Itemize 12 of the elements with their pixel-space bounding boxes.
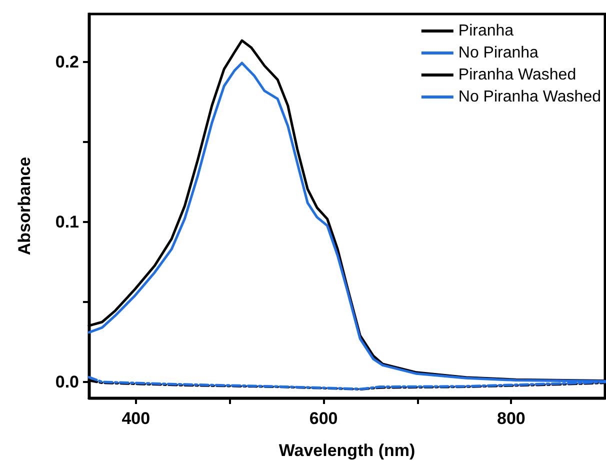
y-tick-label: 0.0	[55, 372, 79, 392]
legend-label: No Piranha	[458, 44, 539, 62]
x-tick-label: 800	[496, 409, 526, 428]
x-tick-label: 600	[309, 409, 338, 428]
x-tick-label: 400	[122, 409, 150, 428]
legend-label: No Piranha Washed	[458, 88, 601, 106]
x-axis-title: Wavelength (nm)	[278, 441, 416, 460]
legend-label: Piranha	[458, 22, 514, 40]
y-tick-label: 0.2	[55, 52, 79, 72]
y-tick-label: 0.1	[55, 212, 79, 232]
y-axis-title: Absorbance	[15, 156, 34, 256]
legend-label: Piranha Washed	[458, 66, 576, 84]
